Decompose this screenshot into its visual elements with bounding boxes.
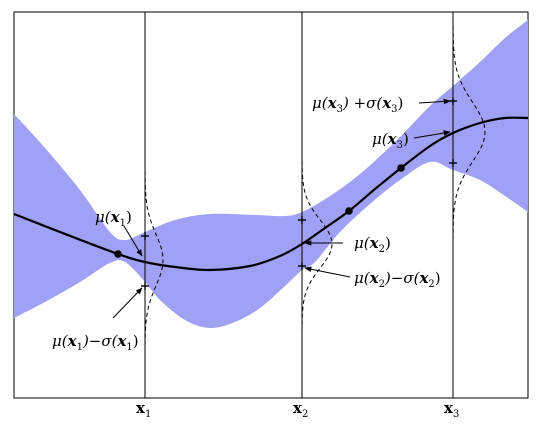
- tick-label-x2: x2: [293, 399, 308, 420]
- confidence-band: [14, 20, 528, 329]
- arrow-mu-minus-sigma-x2: [304, 266, 351, 278]
- observation-point: [114, 250, 122, 258]
- gaussian-x1: [144, 150, 164, 398]
- mean-curve: [13, 116, 529, 272]
- tick-label-x1: x1: [136, 399, 151, 420]
- observation-point: [345, 207, 353, 215]
- arrow-mu-x3: [413, 130, 451, 139]
- plus-markers: [141, 97, 457, 290]
- arrow-mu-x1: [123, 225, 143, 257]
- label-mu-minus-sigma-x2: μ(x2)−σ(x2): [354, 269, 441, 290]
- arrow-mu-minus-sigma-x1: [112, 287, 143, 319]
- label-mu-x2: μ(x2): [354, 234, 391, 255]
- tick-label-x3: x3: [444, 399, 459, 420]
- label-mu-minus-sigma-x1: μ(x1)−σ(x1): [52, 332, 139, 353]
- label-mu-x3: μ(x3): [372, 130, 409, 151]
- label-mu-x1: μ(x1): [95, 208, 132, 229]
- observation-point: [397, 164, 405, 172]
- arrow-mu-plus-sigma-x3: [418, 98, 451, 105]
- gaussian-x2: [301, 140, 333, 398]
- gaussian-x3: [452, 12, 486, 250]
- label-mu-plus-sigma-x3: μ(x3) +σ(x3): [312, 94, 403, 115]
